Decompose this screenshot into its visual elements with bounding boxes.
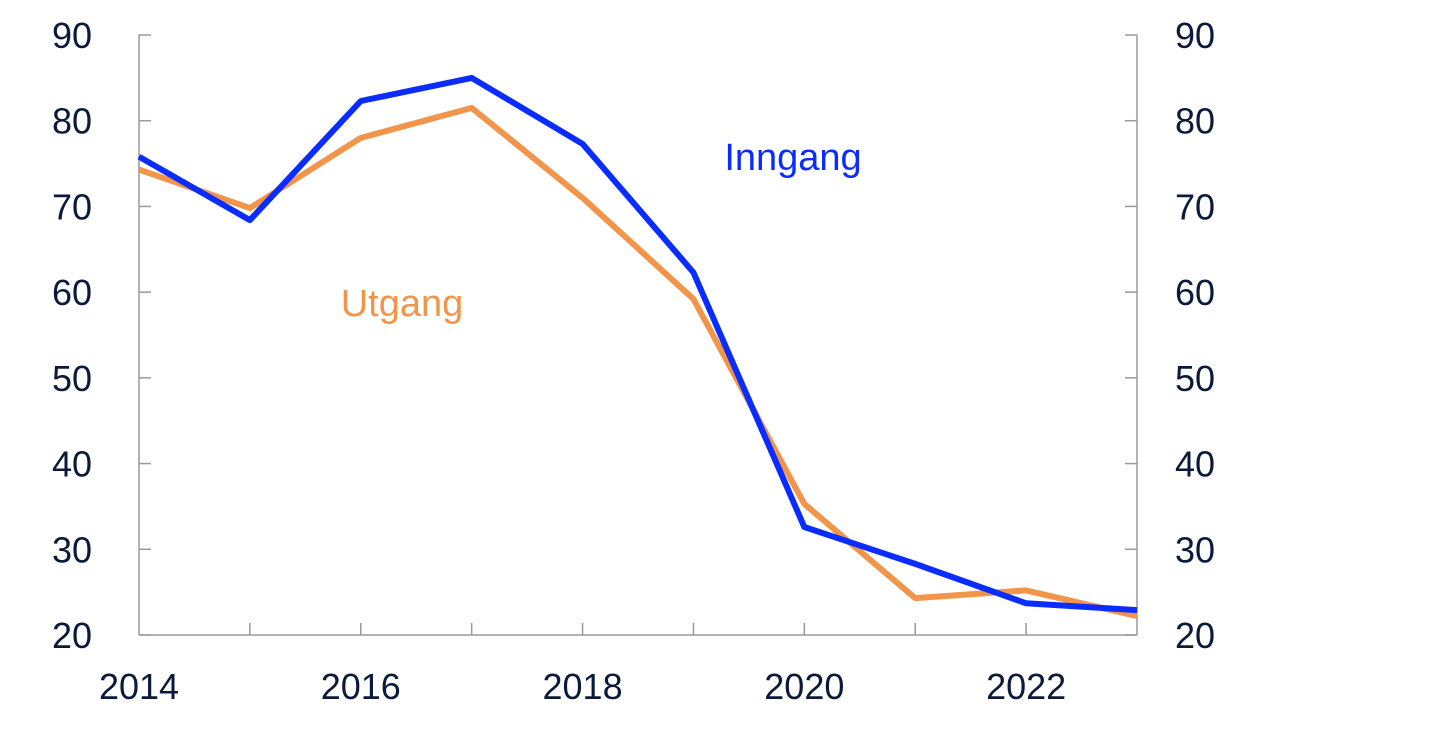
series-label-inngang: Inngang: [724, 137, 861, 179]
x-tick-label: 2018: [543, 666, 623, 707]
left-y-tick-label: 40: [52, 444, 92, 485]
right-y-tick-label: 70: [1175, 186, 1215, 227]
right-y-tick-label: 30: [1175, 529, 1215, 570]
axis-ticks: [139, 34, 1137, 636]
left-y-tick-label: 60: [52, 272, 92, 313]
series-label-utgang: Utgang: [341, 283, 464, 325]
series-line-utgang: [138, 104, 1138, 620]
left-y-tick-label: 30: [52, 529, 92, 570]
left-y-tick-label: 70: [52, 186, 92, 227]
right-y-tick-label: 80: [1175, 101, 1215, 142]
series-labels: Inngang Utgang: [341, 137, 862, 325]
x-tick-label: 2022: [986, 666, 1066, 707]
x-tick-label: 2020: [764, 666, 844, 707]
right-y-tick-label: 40: [1175, 444, 1215, 485]
x-tick-label: 2014: [99, 666, 179, 707]
right-y-tick-label: 50: [1175, 358, 1215, 399]
right-y-tick-label: 20: [1175, 615, 1215, 656]
chart-axes: [138, 35, 1138, 636]
right-y-tick-label: 90: [1175, 15, 1215, 56]
chart-series: [137, 74, 1138, 620]
right-y-tick-label: 60: [1175, 272, 1215, 313]
left-y-tick-label: 80: [52, 101, 92, 142]
x-tick-label: 2016: [321, 666, 401, 707]
left-y-tick-label: 90: [52, 15, 92, 56]
left-y-tick-label: 20: [52, 615, 92, 656]
series-line-inngang: [137, 74, 1138, 614]
left-y-tick-label: 50: [52, 358, 92, 399]
